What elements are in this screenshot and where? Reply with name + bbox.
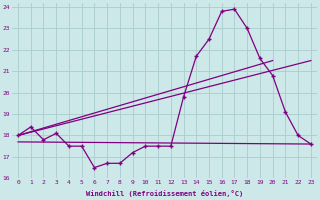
X-axis label: Windchill (Refroidissement éolien,°C): Windchill (Refroidissement éolien,°C) xyxy=(86,190,243,197)
